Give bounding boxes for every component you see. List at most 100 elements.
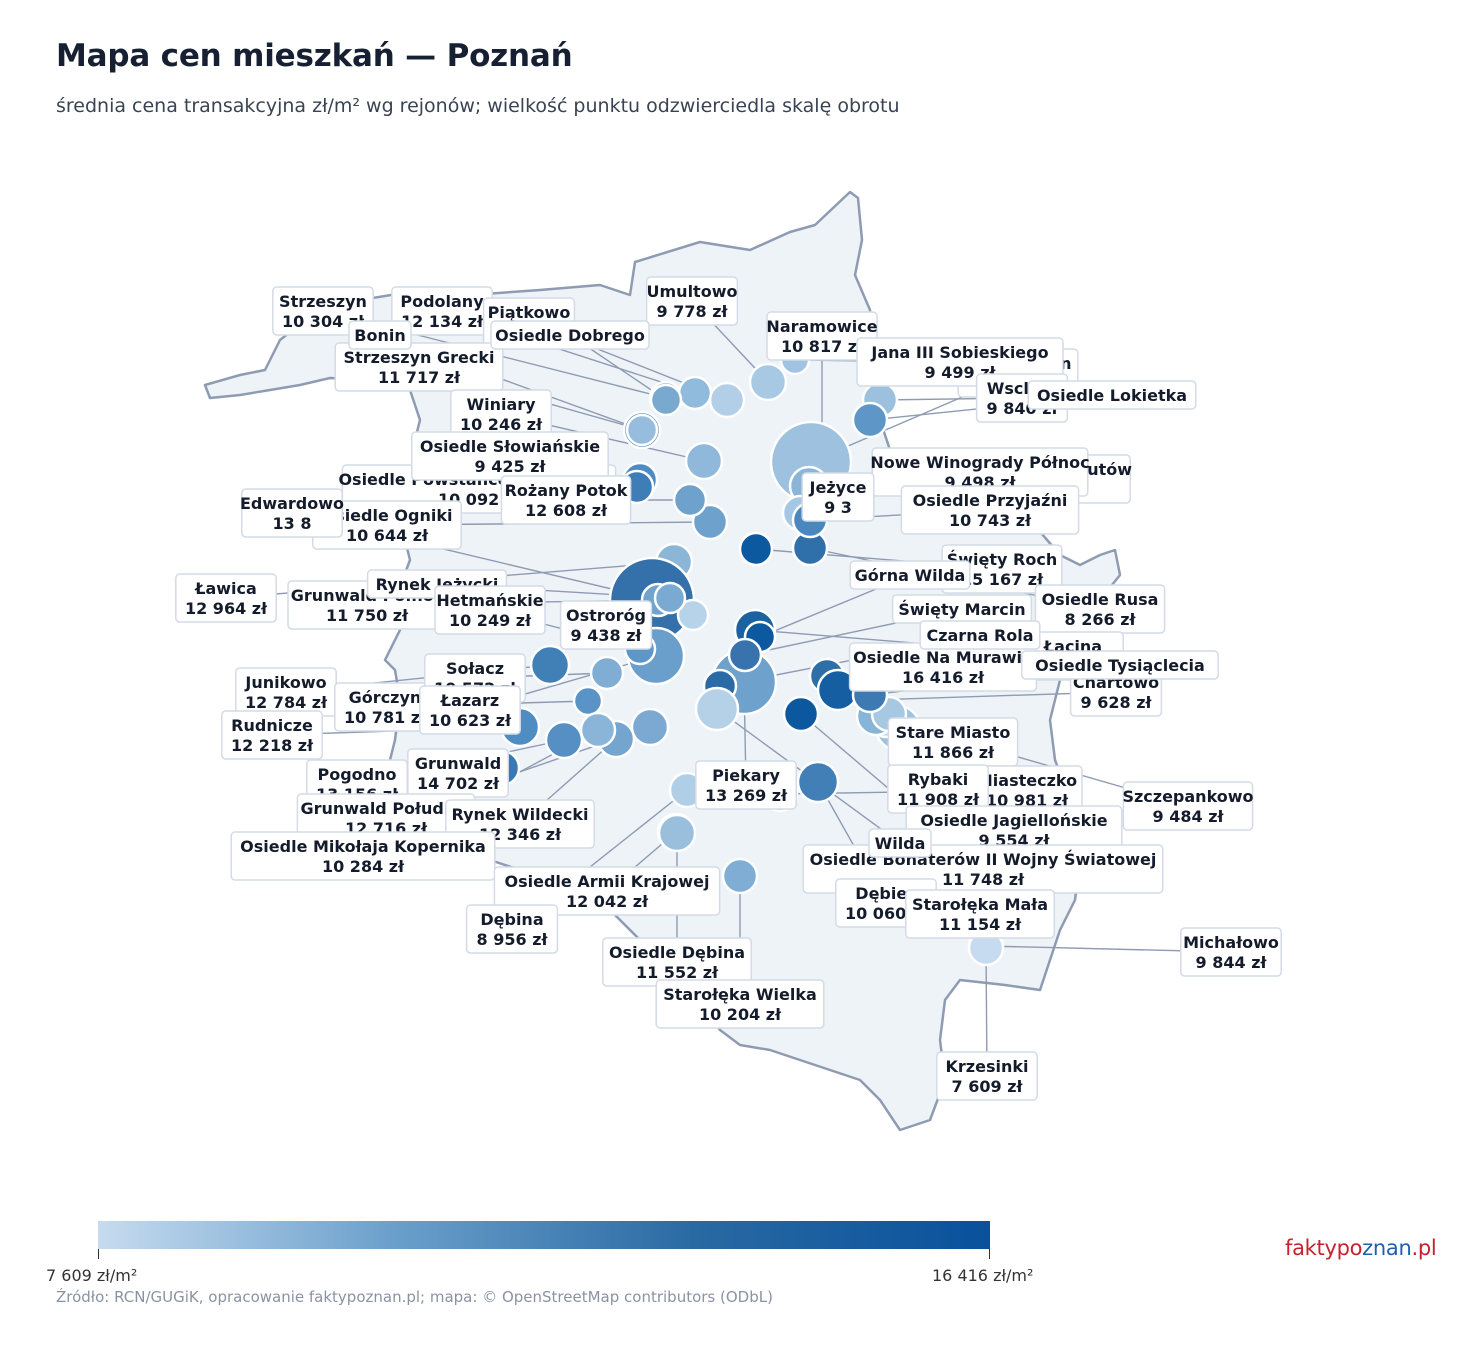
district-name: Starołęka Wielka: [663, 985, 817, 1004]
district-price: 11 866 zł: [912, 743, 995, 762]
source-note: Źródło: RCN/GUGiK, opracowanie faktypozn…: [56, 1288, 773, 1306]
district-price: 10 284 zł: [322, 857, 405, 876]
district-name: Ostroróg: [566, 606, 646, 625]
district-name: Rynek Wildecki: [451, 805, 588, 824]
district-name: Grunwald Południe: [300, 799, 471, 818]
faktypoznan-logo: faktypoznan.pl: [1285, 1236, 1437, 1260]
district-price: 7 609 zł: [952, 1077, 1024, 1096]
district-price: 10 249 zł: [449, 611, 532, 630]
district-name: Osiedle Ogniki: [322, 506, 453, 525]
bubble-osiedle-debina: [657, 813, 697, 853]
district-price: 11 154 zł: [939, 915, 1022, 934]
district-price: 8 956 zł: [477, 930, 549, 949]
district-name: Stare Miasto: [896, 723, 1011, 742]
district-price: 12 042 zł: [566, 892, 649, 911]
district-price: 11 750 zł: [326, 606, 409, 625]
district-name: Krzesinki: [946, 1057, 1029, 1076]
label-swiety-marcin: Święty Marcin: [891, 594, 1033, 624]
label-osiedle-dobrego: Osiedle Dobrego: [490, 320, 650, 350]
district-name: Dębiec: [855, 884, 916, 903]
district-name: Osiedle Słowiańskie: [420, 437, 600, 456]
district-price: 12 346 zł: [479, 825, 562, 844]
bubble-umultowo: [748, 362, 788, 402]
district-name: Osiedle Bohaterów II Wojny Światowej: [810, 850, 1157, 869]
page-subtitle: średnia cena transakcyjna zł/m² wg rejon…: [56, 95, 900, 117]
district-name: Hetmańskie: [436, 591, 543, 610]
district-name: Górczyn: [349, 688, 422, 707]
color-scale-tick-max: [989, 1249, 990, 1259]
label-osiedle-lokietka: Osiedle Lokietka: [1027, 380, 1197, 410]
district-price: 11 748 zł: [942, 870, 1025, 889]
district-name: Pogodno: [318, 765, 397, 784]
district-name: Osiedle Dębina: [609, 943, 745, 962]
district-price: 15 167 zł: [961, 570, 1044, 589]
bubble-winiary: [684, 441, 724, 481]
bubble-swiety-marcin: [727, 637, 763, 673]
bubble-rozany-potok: [672, 482, 708, 518]
district-name: Umultowo: [647, 282, 738, 301]
bubble-staroleka-wielka: [721, 857, 759, 895]
bubble-rynek-jezycki: [653, 581, 687, 615]
district-name: Rudnicze: [231, 716, 313, 735]
district-price: 11 552 zł: [636, 963, 719, 982]
bubble-swiety-roch: [738, 531, 774, 567]
district-name: Edwardowo: [240, 494, 344, 513]
district-name: Czarna Rola: [926, 626, 1033, 645]
district-price: 10 644 zł: [346, 526, 429, 545]
district-price: 13 269 zł: [705, 786, 788, 805]
district-name: Michałowo: [1183, 933, 1279, 952]
bubble-debiec: [796, 760, 840, 804]
district-name: Rożany Potok: [505, 481, 628, 500]
label-osiedle-tysiaclecia: Osiedle Tysiąclecia: [1021, 650, 1219, 680]
district-name: Święty Marcin: [898, 600, 1025, 619]
district-price: 10 246 zł: [460, 415, 543, 434]
district-name: Strzeszyn: [279, 292, 367, 311]
district-name: Osiedle Jagiellońskie: [920, 811, 1107, 830]
label-bonin: Bonin: [348, 320, 412, 350]
district-price: 9 778 zł: [657, 302, 729, 321]
bubble-grunwald-poludnie: [630, 707, 670, 747]
bubble-junikowo: [529, 644, 571, 686]
district-name: Łazarz: [440, 691, 499, 710]
district-price: 11 908 zł: [897, 790, 980, 809]
bubble-gorczyn: [572, 685, 604, 717]
bubble-osiedle-lokietka: [851, 401, 889, 439]
district-name: Podolany: [400, 292, 484, 311]
district-name: Górna Wilda: [855, 566, 966, 585]
district-price: 11 717 zł: [378, 368, 461, 387]
district-name: Bonin: [354, 326, 405, 345]
bubble-ostrorog: [676, 598, 710, 632]
district-price: 12 134 zł: [401, 312, 484, 331]
district-name: Osiedle Rusa: [1042, 590, 1159, 609]
district-price: 10 204 zł: [699, 1005, 782, 1024]
bubble-solacz: [589, 655, 625, 691]
district-price: 10 781 zł: [344, 708, 427, 727]
district-price: 9 425 zł: [475, 457, 547, 476]
district-name: Jeżyce: [809, 478, 867, 497]
